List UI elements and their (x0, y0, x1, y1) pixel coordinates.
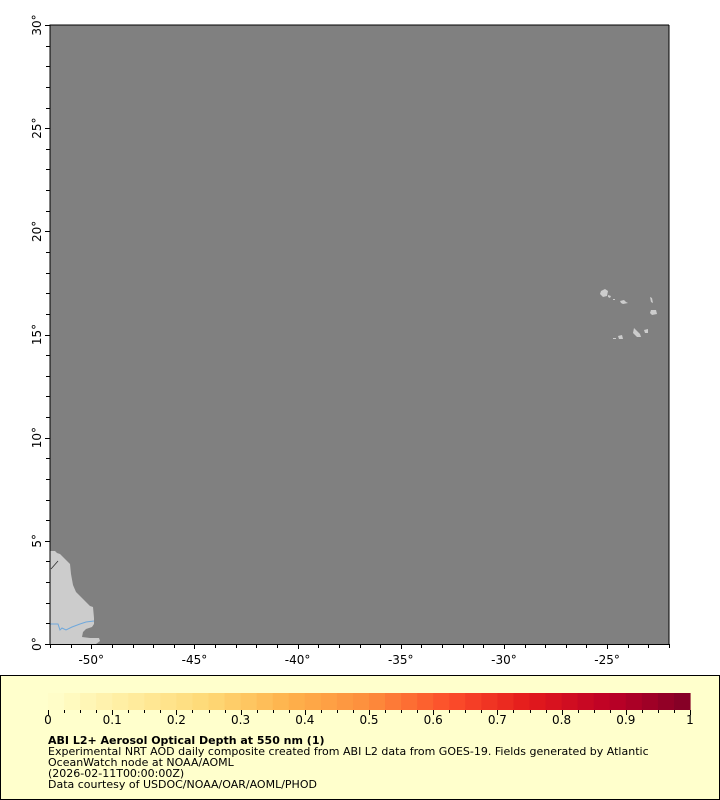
colorbar: 0 0.1 0.2 0.3 0.4 0.5 0.6 0.7 0.8 0.9 1 (44, 693, 694, 727)
colorbar-segment (192, 693, 210, 710)
colorbar-segment (160, 693, 177, 710)
y-tick-label: 5° (30, 534, 44, 548)
colorbar-segment (577, 693, 595, 710)
colorbar-segment (369, 693, 386, 710)
legend-credits: Data courtesy of USDOC/NOAA/OAR/AOML/PHO… (48, 778, 317, 791)
colorbar-segment (465, 693, 482, 710)
colorbar-segment (128, 693, 145, 710)
colorbar-segment (144, 693, 161, 710)
island (618, 335, 623, 339)
x-tick-label: -35° (388, 653, 414, 667)
colorbar-tick-label: 0.4 (295, 713, 314, 727)
ocean-area (50, 25, 669, 644)
island (600, 289, 608, 297)
colorbar-segment (256, 693, 274, 710)
colorbar-tick-label: 0.8 (552, 713, 571, 727)
colorbar-segment (449, 693, 466, 710)
colorbar-segment (625, 693, 643, 710)
y-tick-label: 0° (30, 637, 44, 651)
colorbar-tick-label: 0.6 (424, 713, 443, 727)
island (613, 338, 616, 339)
colorbar-tick-label: 0.1 (103, 713, 122, 727)
map-plot: -50° -45° -40° -35° -30° -25° 0° 5° 10° 15° 20° 25°… (30, 14, 670, 667)
colorbar-segment (96, 693, 113, 710)
colorbar-segment (561, 693, 579, 710)
river (50, 620, 95, 631)
colorbar-segment (80, 693, 97, 710)
y-tick-label: 30° (30, 14, 44, 35)
colorbar-segment (673, 693, 691, 710)
legend-description-line: Experimental NRT AOD daily composite cre… (48, 745, 649, 758)
colorbar-segment (385, 693, 402, 710)
colorbar-segment (433, 693, 450, 710)
border-line (50, 560, 59, 570)
colorbar-tick-label: 0.5 (359, 713, 378, 727)
x-tick-label: -30° (491, 653, 517, 667)
y-tick-label: 25° (30, 118, 44, 139)
colorbar-segment (417, 693, 434, 710)
legend-description-line: OceanWatch node at NOAA/AOML (48, 756, 234, 769)
colorbar-segment (641, 693, 659, 710)
x-tick-label: -50° (78, 653, 104, 667)
colorbar-segment (497, 693, 515, 710)
colorbar-segment (593, 693, 611, 710)
colorbar-tick-label: 0.9 (616, 713, 635, 727)
colorbar-segment (288, 693, 306, 710)
y-tick-label: 15° (30, 324, 44, 345)
colorbar-segment (352, 693, 370, 710)
colorbar-tick-label: 0.2 (167, 713, 186, 727)
cape-verde-islands (600, 289, 657, 339)
x-tick-label: -45° (182, 653, 208, 667)
island (620, 300, 628, 304)
colorbar-tick-label: 0 (44, 713, 52, 727)
x-tick-label: -40° (285, 653, 311, 667)
colorbar-segment (609, 693, 627, 710)
colorbar-segment (272, 693, 290, 710)
y-tick-label: 20° (30, 221, 44, 242)
x-tick-label: -25° (594, 653, 620, 667)
colorbar-segment (240, 693, 258, 710)
island (644, 329, 648, 333)
colorbar-tick-label: 1 (686, 713, 694, 727)
colorbar-tick-label: 0.7 (488, 713, 507, 727)
colorbar-segment (529, 693, 547, 710)
colorbar-segment (208, 693, 226, 710)
axes: -50° -45° -40° -35° -30° -25° 0° 5° 10° 15° 20° 25°… (30, 14, 670, 667)
colorbar-segment (513, 693, 531, 710)
island (650, 310, 657, 315)
colorbar-segment (545, 693, 563, 710)
island (633, 328, 641, 337)
colorbar-segment (320, 693, 338, 710)
colorbar-segment (657, 693, 675, 710)
colorbar-segment (176, 693, 194, 710)
colorbar-segment (64, 693, 81, 710)
legend-panel: 0 0.1 0.2 0.3 0.4 0.5 0.6 0.7 0.8 0.9 1 ABI L2+ Ae… (0, 675, 720, 800)
legend-title: ABI L2+ Aerosol Optical Depth at 550 nm … (48, 734, 325, 747)
y-tick-label: 10° (30, 427, 44, 448)
colorbar-segment (112, 693, 129, 710)
colorbar-segment (401, 693, 418, 710)
colorbar-segment (48, 693, 65, 710)
island (608, 295, 611, 298)
land-south-america (50, 551, 100, 644)
legend-date: (2026-02-11T00:00:00Z) (48, 767, 185, 780)
colorbar-segment (224, 693, 242, 710)
colorbar-segment (304, 693, 322, 710)
colorbar-tick-label: 0.3 (231, 713, 250, 727)
colorbar-segment (336, 693, 354, 710)
colorbar-segment (481, 693, 498, 710)
island (613, 299, 615, 300)
island (650, 297, 653, 303)
